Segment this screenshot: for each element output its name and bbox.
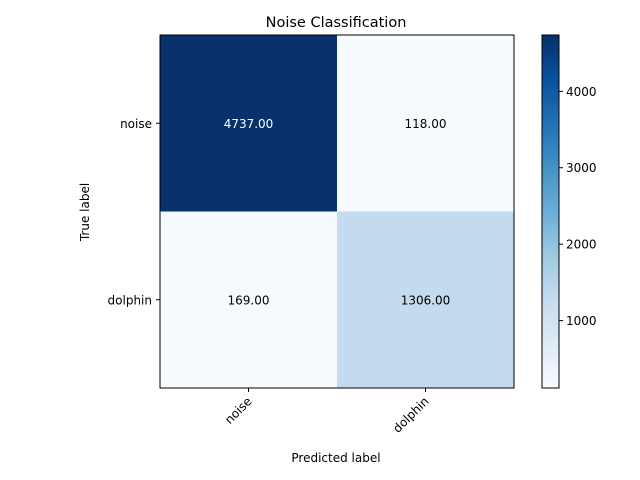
y-tick-label: noise bbox=[120, 117, 152, 131]
heatmap-cells bbox=[160, 35, 514, 388]
y-tick-label: dolphin bbox=[108, 293, 152, 307]
plot-frame bbox=[159, 34, 515, 389]
heatmap-cell bbox=[160, 211, 337, 388]
cell-value-label: 118.00 bbox=[405, 117, 447, 131]
cell-value-label: 169.00 bbox=[228, 293, 270, 307]
heatmap-cell bbox=[160, 35, 337, 212]
x-tick-label: noise bbox=[222, 394, 254, 426]
cell-value-label: 4737.00 bbox=[224, 117, 274, 131]
heatmap-cell-labels: 4737.00 118.00 169.00 1306.00 bbox=[224, 117, 451, 308]
heatmap-cell bbox=[337, 35, 514, 212]
colorbar-tick-label: 4000 bbox=[566, 85, 597, 99]
y-axis-ticks: noise dolphin bbox=[108, 117, 160, 307]
colorbar-ticks: 1000 2000 3000 4000 bbox=[559, 85, 597, 328]
colorbar-tick-label: 3000 bbox=[566, 161, 597, 175]
x-tick-label: dolphin bbox=[390, 394, 431, 435]
y-axis-label: True label bbox=[78, 183, 92, 242]
heatmap-cell bbox=[337, 211, 514, 388]
colorbar bbox=[541, 34, 560, 389]
x-axis-label: Predicted label bbox=[291, 451, 380, 465]
chart-title: Noise Classification bbox=[266, 15, 407, 31]
x-axis-ticks: noise dolphin bbox=[222, 388, 432, 436]
colorbar-tick-label: 1000 bbox=[566, 314, 597, 328]
cell-value-label: 1306.00 bbox=[401, 293, 451, 307]
colorbar-tick-label: 2000 bbox=[566, 238, 597, 252]
